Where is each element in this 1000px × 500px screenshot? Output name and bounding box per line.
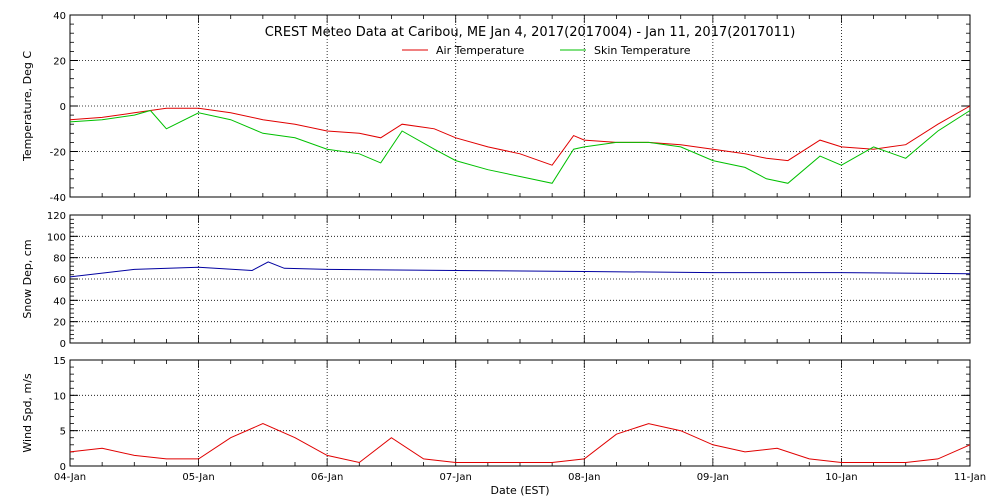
wind-speed-panel: 0 5 10 15 Wind Spd, m/s [21,356,971,473]
y-tick-label: 0 [60,462,66,473]
y-tick-label: 20 [53,57,66,68]
y-tick-label: 10 [53,391,66,402]
x-tick-labels: 04-Jan 05-Jan 06-Jan 07-Jan 08-Jan 09-Jan 10-J… [54,472,986,483]
x-tick-label: 05-Jan [182,472,214,483]
plot-frame [69,359,971,467]
series-line-2-0 [69,423,971,464]
temperature-panel: -40 -20 0 20 40 Temperature, Deg C [21,11,971,204]
series-line-0-0 [69,105,971,166]
y-tick-label: 80 [53,254,66,265]
y-axis-label: Wind Spd, m/s [21,373,34,453]
legend-label-air: Air Temperature [436,44,525,57]
x-tick-label: 11-Jan [954,472,986,483]
x-tick-label: 06-Jan [311,472,343,483]
y-tick-label: -20 [50,148,66,159]
y-tick-label: 120 [47,211,66,222]
y-tick-label: 15 [53,356,66,367]
series-line-1-0 [69,261,971,278]
y-axis-label: Temperature, Deg C [21,51,34,162]
chart-title: CREST Meteo Data at Caribou, ME Jan 4, 2… [265,25,796,40]
legend-label-skin: Skin Temperature [594,44,691,57]
y-tick-label: 0 [60,339,66,350]
y-tick-label: 60 [53,275,66,286]
x-tick-label: 08-Jan [568,472,600,483]
y-tick-label: 100 [47,232,66,243]
y-tick-label: 40 [53,11,66,22]
x-tick-label: 04-Jan [54,472,86,483]
y-tick-label: 40 [53,296,66,307]
x-axis-label: Date (EST) [490,484,549,497]
y-axis-label: Snow Dep, cm [21,239,34,318]
y-tick-label: 20 [53,318,66,329]
y-tick-label: 5 [60,427,66,438]
legend: Air Temperature Skin Temperature [402,44,691,57]
snow-depth-panel: 0 20 40 60 80 100 120 Snow Dep, cm [21,211,971,350]
x-tick-label: 10-Jan [825,472,857,483]
series-line-0-1 [69,109,971,184]
x-tick-label: 07-Jan [440,472,472,483]
y-tick-label: -40 [50,193,66,204]
y-tick-label: 0 [60,102,66,113]
x-tick-label: 09-Jan [697,472,729,483]
